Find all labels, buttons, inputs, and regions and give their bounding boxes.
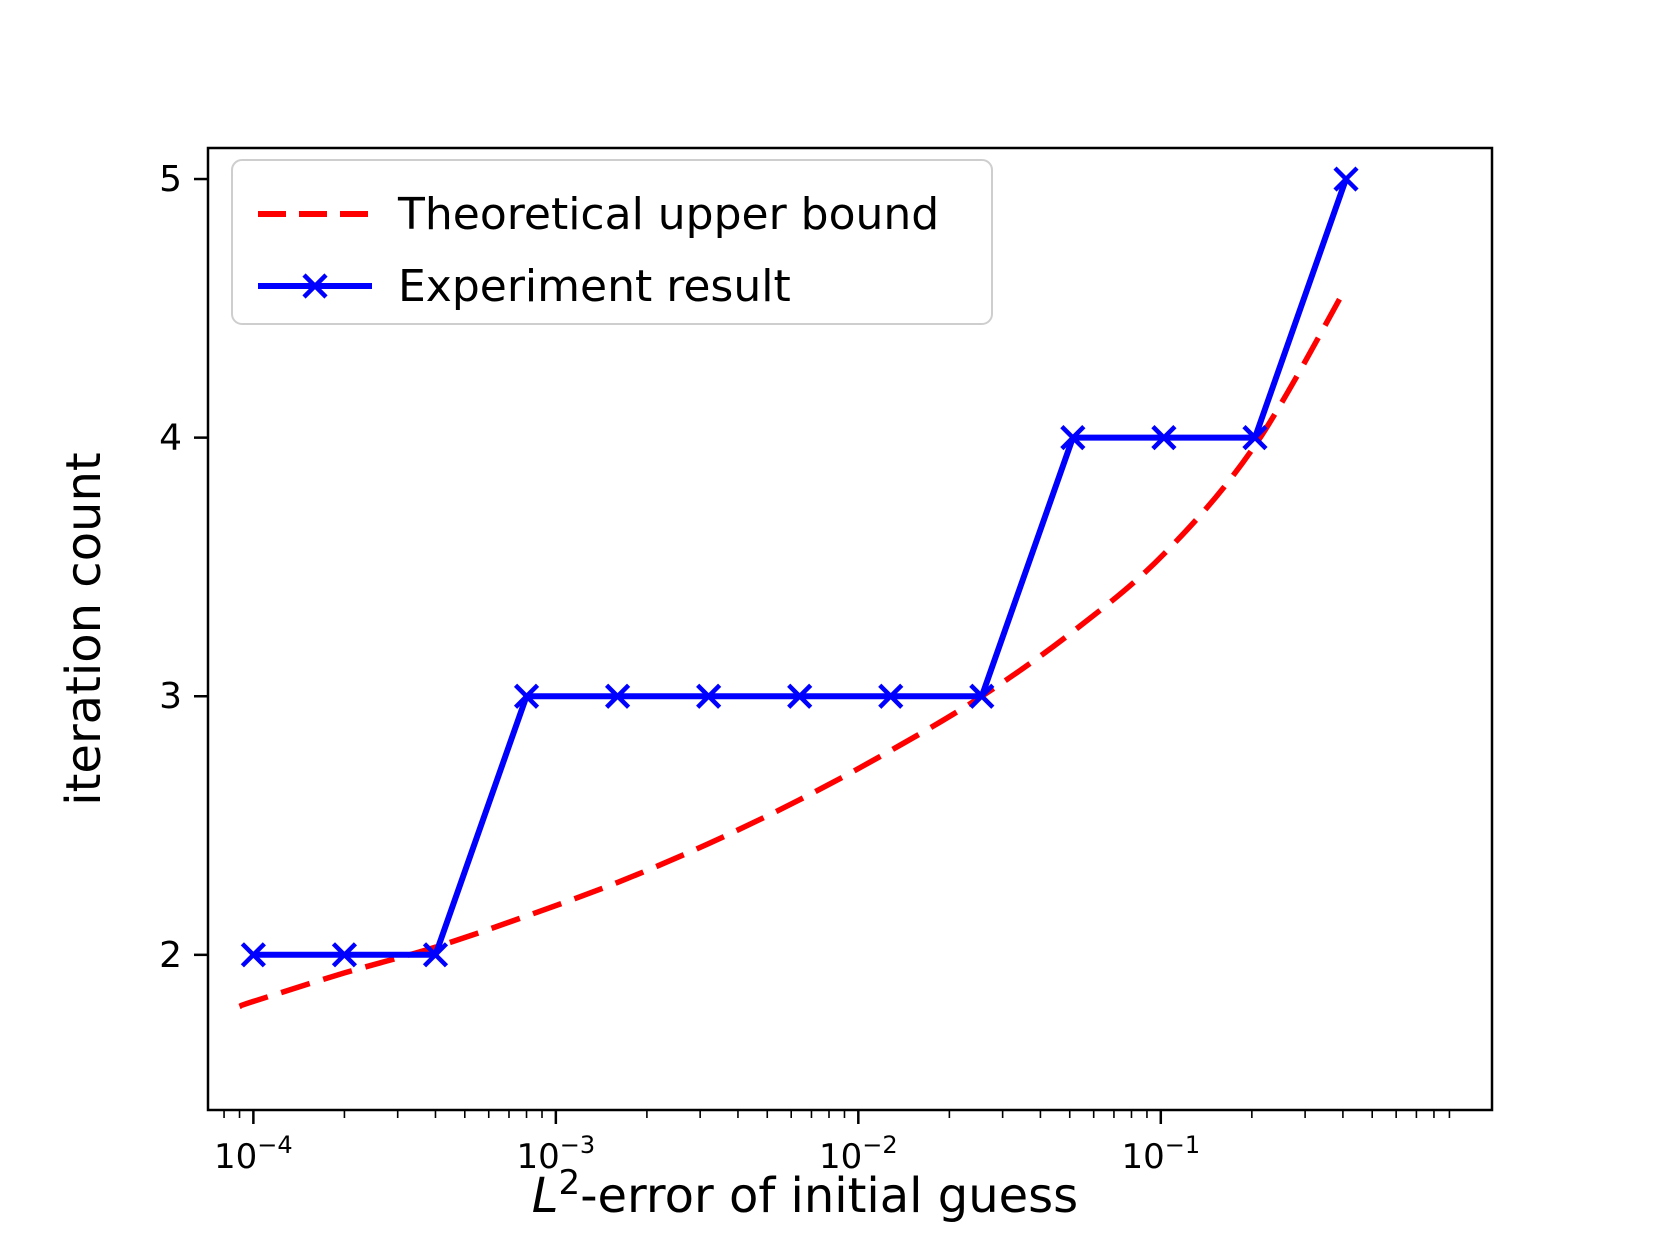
axes-spines — [206, 146, 1494, 1112]
x-marker — [1151, 425, 1177, 451]
x-marker — [696, 683, 722, 709]
legend-x-marker — [302, 273, 328, 299]
y-axis-tick-label: 4 — [159, 418, 182, 459]
legend-box — [231, 159, 993, 325]
x-marker-stroke — [696, 683, 722, 709]
legend: Theoretical upper bound Experiment result — [231, 159, 993, 325]
x-marker — [1242, 425, 1268, 451]
x-marker — [1060, 425, 1086, 451]
x-marker-stroke — [240, 942, 266, 968]
x-marker — [1333, 166, 1359, 192]
x-marker-stroke — [787, 683, 813, 709]
x-marker-stroke — [513, 683, 540, 709]
x-axis-label: L2-error of initial guess — [532, 1163, 1078, 1224]
x-marker — [240, 942, 266, 968]
series-theoretical-upper-bound — [237, 286, 1349, 1010]
x-marker-stroke — [1060, 425, 1086, 451]
x-marker — [878, 683, 904, 709]
y-axis-tick-label: 3 — [159, 676, 182, 717]
x-marker — [513, 683, 540, 709]
y-axis-tick-label: 2 — [159, 935, 182, 976]
legend-entry-label: Theoretical upper bound — [397, 189, 939, 240]
x-marker — [331, 942, 358, 968]
x-marker — [604, 683, 631, 709]
x-marker — [787, 683, 813, 709]
x-marker-stroke — [969, 683, 995, 709]
x-marker-stroke — [1242, 425, 1268, 451]
x-axis-tick-label: 10−1 — [1121, 1131, 1200, 1177]
x-axis-tick-label: 10−2 — [819, 1131, 898, 1177]
y-axis-label: iteration count — [56, 452, 112, 805]
y-axis-tick-label: 5 — [159, 159, 182, 200]
x-marker-stroke — [1151, 425, 1177, 451]
x-marker-stroke — [1333, 166, 1359, 192]
x-marker — [969, 683, 995, 709]
x-marker-stroke — [878, 683, 904, 709]
x-axis-tick-label: 10−3 — [517, 1131, 596, 1177]
x-marker-stroke — [604, 683, 631, 709]
x-axis-tick-label: 10−4 — [214, 1131, 293, 1177]
x-marker-stroke — [331, 942, 358, 968]
x-marker-stroke — [422, 942, 449, 968]
x-marker — [422, 942, 449, 968]
legend-entry-label: Experiment result — [398, 261, 791, 312]
